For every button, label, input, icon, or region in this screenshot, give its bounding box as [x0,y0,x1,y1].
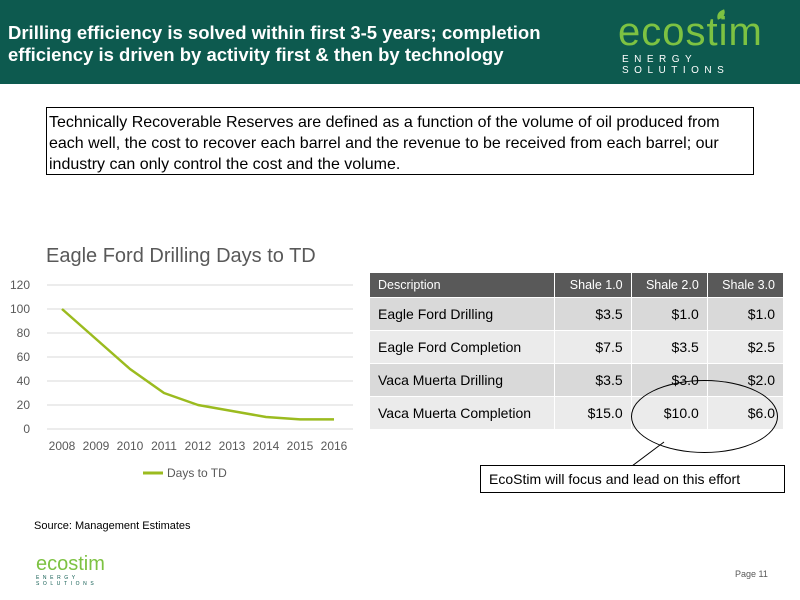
table-cell: Eagle Ford Completion [370,330,556,364]
y-tick-label: 120 [10,278,30,292]
y-tick-label: 40 [17,374,31,388]
column-header: Description [370,273,556,298]
source-note: Source: Management Estimates [34,520,191,532]
logo-wordmark: ecostim [618,10,763,54]
logo-tagline: ENERGY SOLUTIONS [622,54,730,76]
table-row: Eagle Ford Drilling $3.5 $1.0 $1.0 [370,297,785,331]
legend-label: Days to TD [167,466,227,480]
line-chart: 0 20 40 60 80 100 120 2008 2009 2010 2011 2012 2013 2… [10,278,353,480]
x-tick-label: 2015 [287,439,314,453]
table-cell: $3.5 [554,363,632,397]
highlight-ellipse [631,380,778,453]
series-line [61,308,334,421]
table-cell: Vaca Muerta Drilling [370,363,556,397]
footer-logo-tagline: ENERGY SOLUTIONS [36,575,98,587]
slide-title: Drilling efficiency is solved within fir… [8,22,541,65]
column-header: Shale 2.0 [631,273,708,298]
x-tick-label: 2013 [219,439,246,453]
table-cell: $3.5 [554,297,632,331]
table-cell: Eagle Ford Drilling [370,297,556,331]
cost-table: Description Shale 1.0 Shale 2.0 Shale 3.… [370,273,785,429]
x-tick-label: 2012 [185,439,212,453]
page-number: Page 11 [735,569,768,579]
callout-box: EcoStim will focus and lead on this effo… [480,465,785,493]
column-header: Shale 1.0 [554,273,632,298]
x-tick-label: 2011 [151,439,177,453]
table-cell: $1.0 [707,297,785,331]
y-tick-label: 0 [23,422,30,436]
footer-logo: ecostim ENERGY SOLUTIONS [34,553,134,587]
table-cell: $3.5 [631,330,708,364]
y-tick-label: 80 [17,326,31,340]
chart-title: Eagle Ford Drilling Days to TD [46,245,316,267]
table-cell: Vaca Muerta Completion [370,396,556,429]
table-cell: $15.0 [554,396,632,429]
y-tick-label: 20 [17,398,31,412]
x-tick-label: 2016 [321,439,348,453]
table-cell: $1.0 [631,297,708,331]
definition-textbox: Technically Recoverable Reserves are def… [46,107,754,175]
header-bar: Drilling efficiency is solved within fir… [0,0,800,84]
x-tick-label: 2010 [117,439,144,453]
column-header: Shale 3.0 [707,273,785,298]
x-tick-label: 2009 [83,439,110,453]
y-tick-label: 60 [17,350,31,364]
brand-logo: ecostim ENERGY SOLUTIONS [608,0,800,84]
table-cell: $2.5 [707,330,785,364]
table-cell: $7.5 [554,330,632,364]
table-row: Eagle Ford Completion $7.5 $3.5 $2.5 [370,330,785,364]
x-tick-label: 2008 [49,439,76,453]
y-tick-label: 100 [10,302,30,316]
table-header-row: Description Shale 1.0 Shale 2.0 Shale 3.… [370,273,785,298]
footer-logo-wordmark: ecostim [36,553,105,575]
x-tick-label: 2014 [253,439,280,453]
